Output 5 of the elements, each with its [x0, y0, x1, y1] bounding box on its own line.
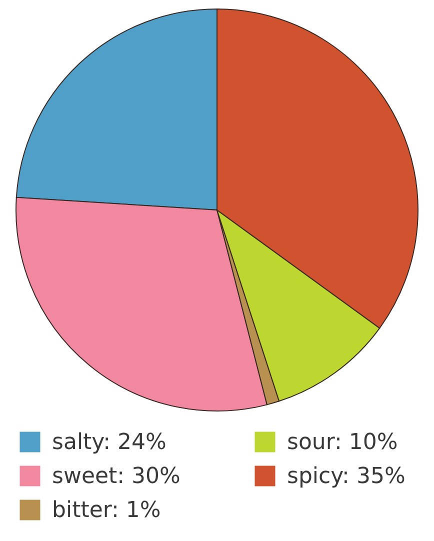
legend-label: bitter: 1%	[52, 498, 161, 523]
legend-label: salty: 24%	[52, 430, 166, 455]
legend-label: sweet: 30%	[52, 464, 180, 489]
legend-label: sour: 10%	[287, 430, 398, 455]
legend-label: spicy: 35%	[287, 464, 406, 489]
